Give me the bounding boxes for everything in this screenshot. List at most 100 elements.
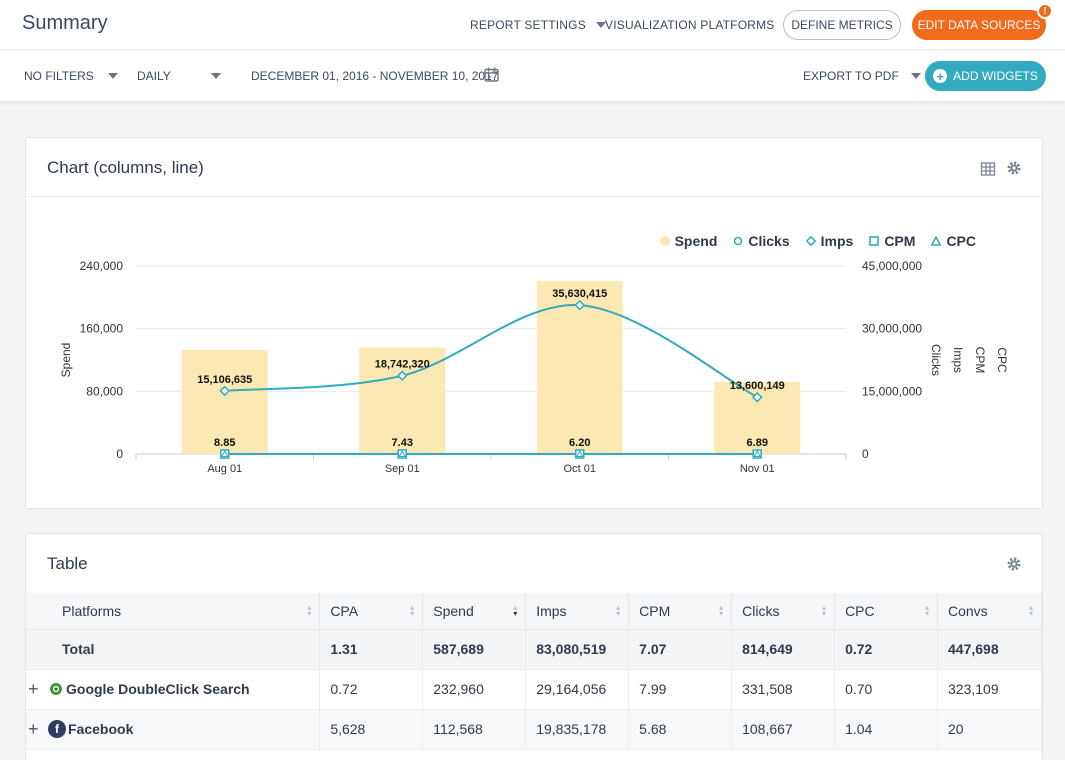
column-header-cpc[interactable]: CPC ▴ ▾ [834,593,938,630]
legend-clicks-swatch [734,236,743,246]
facebook-icon: f [48,720,66,738]
chevron-down-icon [107,73,118,79]
left-axis-tick-label: 240,000 [80,259,124,273]
right-axis-label: Clicks [929,344,943,376]
legend-item-imps[interactable]: Imps [805,233,853,249]
top-bar: Summary REPORT SETTINGS VISUALIZATION PL… [0,0,1065,50]
column-header-clicks[interactable]: Clicks ▴ ▾ [731,593,836,630]
sort-icon[interactable]: ▴ ▾ [410,603,415,618]
expand-row-icon[interactable]: + [28,718,39,739]
sort-icon[interactable]: ▴ ▾ [307,603,312,618]
column-header-label: Spend [433,602,474,619]
x-axis-tick-label: Oct 01 [564,463,596,475]
table-cell: 20 [937,709,1042,750]
imps-series-line [224,304,758,399]
right-axis-tick-label: 30,000,000 [862,322,922,336]
chart-legend: Spend Clicks Imps CPM CPC [659,233,976,249]
table-row[interactable]: + f Facebook 5,628 112,568 19,835,178 5.68 108,… [26,709,1042,750]
sort-icon[interactable]: ▴ ▾ [513,603,518,618]
gear-icon[interactable] [1006,556,1022,572]
table-header-row: Platforms ▴ ▾ CPA ▴ ▾ Spend ▴ ▾ Imps ▴ ▾ CPM ▴ ▾ Clicks… [26,593,1042,630]
filters-dropdown[interactable]: NO FILTERS [24,69,118,83]
table-cell: 5.68 [628,709,733,750]
left-axis-tick-label: 160,000 [80,322,124,336]
left-axis-tick-label: 0 [116,447,123,461]
expand-row-icon[interactable]: + [28,678,39,699]
table-cell: 232,960 [422,669,527,710]
column-header-label: CPM [639,602,671,619]
add-widgets-label: ADD WIDGETS [953,69,1038,83]
imps-point [396,370,408,382]
report-settings-menu[interactable]: REPORT SETTINGS [470,18,606,32]
x-axis-tick-label: Sep 01 [385,463,420,475]
page-title: Summary [22,12,108,34]
cpm-data-label: 6.89 [747,437,768,449]
total-cell: 83,080,519 [525,629,630,670]
gear-icon[interactable] [1006,160,1022,176]
column-header-label: Imps [536,602,567,619]
column-header-cpa[interactable]: CPA ▴ ▾ [319,593,424,630]
legend-clicks-label: Clicks [748,233,790,249]
chevron-down-icon [210,73,221,79]
total-cell: 814,649 [731,629,836,670]
platform-cell: + f Facebook [26,709,321,750]
granularity-dropdown[interactable]: DAILY [137,69,221,83]
imps-data-label: 15,106,635 [197,374,252,386]
visualization-platforms-menu[interactable]: VISUALIZATION PLATFORMS [605,18,795,32]
filter-bar: NO FILTERS DAILY DECEMBER 01, 2016 - NOV… [0,51,1065,101]
add-widgets-button[interactable]: + ADD WIDGETS [925,61,1046,91]
legend-item-clicks[interactable]: Clicks [733,233,790,249]
table-cell: 323,109 [937,669,1042,710]
cpm-data-label: 8.85 [214,437,235,449]
imps-data-label: 35,630,415 [552,288,607,300]
sort-icon[interactable]: ▴ ▾ [719,603,724,618]
spend-bar [181,349,268,454]
chevron-down-icon [595,22,606,28]
column-header-label: CPC [845,602,875,619]
table-widget: Table Platforms ▴ ▾ CPA ▴ ▾ Spend ▴ ▾ Imps ▴ ▾ CPM ▴ ▾… [25,533,1043,760]
x-axis-tick-label: Nov 01 [740,463,775,475]
right-axis-tick-label: 0 [862,447,869,461]
column-header-spend[interactable]: Spend ▴ ▾ [422,593,527,630]
column-header-label: Platforms [62,602,122,619]
legend-item-spend[interactable]: Spend [659,233,718,249]
total-label: Total [26,629,321,670]
table-view-icon[interactable] [980,161,996,177]
right-axis-tick-label: 45,000,000 [862,259,922,273]
calendar-icon[interactable] [484,67,499,82]
column-header-label: CPA [330,602,359,619]
table-cell: 0.72 [319,669,424,710]
export-pdf-dropdown[interactable]: EXPORT TO PDF [803,69,921,83]
left-axis-label: Spend [59,343,73,378]
total-cell: 0.72 [834,629,938,670]
filters-label: NO FILTERS [24,69,94,83]
date-range-picker[interactable]: DECEMBER 01, 2016 - NOVEMBER 10, 2017 [251,69,498,83]
table-cell: 331,508 [731,669,836,710]
sort-icon[interactable]: ▴ ▾ [924,603,929,618]
column-header-cpm[interactable]: CPM ▴ ▾ [628,593,733,630]
legend-item-cpm[interactable]: CPM [869,233,915,249]
legend-cpm-label: CPM [884,233,916,249]
total-cell: 447,698 [937,629,1042,670]
legend-cpm-swatch [869,236,880,246]
table-row[interactable]: + Google DoubleClick Search 0.72 232,960 29,… [26,669,1042,710]
column-header-platforms[interactable]: Platforms ▴ ▾ [26,593,321,630]
table-total-row: Total 1.31 587,689 83,080,519 7.07 814,649 0.7… [26,629,1042,670]
date-range-label: DECEMBER 01, 2016 - NOVEMBER 10, 2017 [251,69,499,83]
sort-icon[interactable]: ▴ ▾ [822,603,827,618]
edit-data-sources-button[interactable]: EDIT DATA SOURCES [912,10,1046,40]
sort-icon[interactable]: ▴ ▾ [1028,603,1033,618]
visualization-platforms-label: VISUALIZATION PLATFORMS [605,18,775,32]
legend-spend-label: Spend [674,233,718,249]
right-axis-label: Imps [951,347,965,373]
legend-spend-swatch [659,236,670,246]
x-axis-tick-label: Aug 01 [207,463,242,475]
sort-icon[interactable]: ▴ ▾ [616,603,621,618]
define-metrics-button[interactable]: DEFINE METRICS [783,10,901,40]
alert-badge: ! [1037,3,1053,19]
column-header-convs[interactable]: Convs ▴ ▾ [937,593,1042,630]
total-cell: 587,689 [422,629,527,670]
column-header-imps[interactable]: Imps ▴ ▾ [525,593,630,630]
platform-name: Google DoubleClick Search [66,681,250,697]
legend-item-cpc[interactable]: CPC [931,233,976,249]
